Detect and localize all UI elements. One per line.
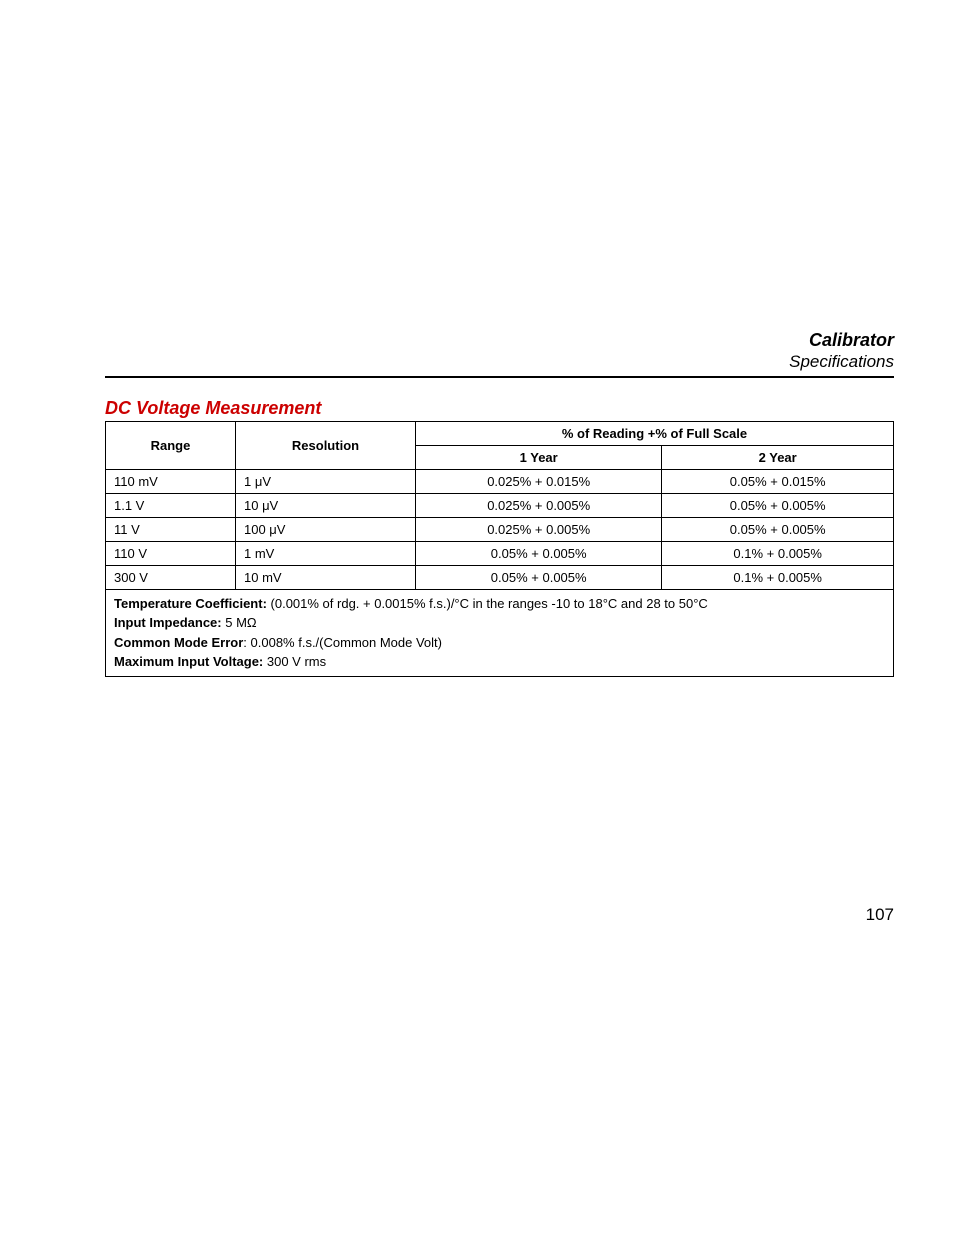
cell-range: 11 V [106, 517, 236, 541]
cell-year2: 0.05% + 0.015% [662, 469, 894, 493]
table-head: Range Resolution % of Reading +% of Full… [106, 421, 894, 469]
table-row: 110 mV 1 μV 0.025% + 0.015% 0.05% + 0.01… [106, 469, 894, 493]
cell-year2: 0.05% + 0.005% [662, 493, 894, 517]
table-header-row-1: Range Resolution % of Reading +% of Full… [106, 421, 894, 445]
section-heading: DC Voltage Measurement [105, 398, 894, 419]
cell-year1: 0.025% + 0.005% [416, 517, 662, 541]
cell-year2: 0.05% + 0.005% [662, 517, 894, 541]
note-value: (0.001% of rdg. + 0.0015% f.s.)/°C in th… [267, 596, 708, 611]
content-area: Calibrator Specifications DC Voltage Mea… [105, 330, 894, 677]
col-range-header: Range [106, 421, 236, 469]
note-line: Input Impedance: 5 MΩ [114, 613, 885, 633]
note-value: : 0.008% f.s./(Common Mode Volt) [243, 635, 442, 650]
table-row: 110 V 1 mV 0.05% + 0.005% 0.1% + 0.005% [106, 541, 894, 565]
note-line: Common Mode Error: 0.008% f.s./(Common M… [114, 633, 885, 653]
table-row: 1.1 V 10 μV 0.025% + 0.005% 0.05% + 0.00… [106, 493, 894, 517]
note-label: Temperature Coefficient: [114, 596, 267, 611]
col-year2-header: 2 Year [662, 445, 894, 469]
cell-resolution: 1 μV [236, 469, 416, 493]
table-notes-row: Temperature Coefficient: (0.001% of rdg.… [106, 589, 894, 676]
table-row: 300 V 10 mV 0.05% + 0.005% 0.1% + 0.005% [106, 565, 894, 589]
note-label: Input Impedance: [114, 615, 222, 630]
cell-year1: 0.025% + 0.015% [416, 469, 662, 493]
cell-year2: 0.1% + 0.005% [662, 565, 894, 589]
doc-subtitle: Specifications [105, 352, 894, 372]
table-row: 11 V 100 μV 0.025% + 0.005% 0.05% + 0.00… [106, 517, 894, 541]
notes-cell: Temperature Coefficient: (0.001% of rdg.… [106, 589, 894, 676]
note-line: Temperature Coefficient: (0.001% of rdg.… [114, 594, 885, 614]
note-label: Common Mode Error [114, 635, 243, 650]
header-rule [105, 376, 894, 378]
cell-resolution: 10 mV [236, 565, 416, 589]
cell-resolution: 100 μV [236, 517, 416, 541]
spec-table: Range Resolution % of Reading +% of Full… [105, 421, 894, 677]
cell-year1: 0.025% + 0.005% [416, 493, 662, 517]
cell-year1: 0.05% + 0.005% [416, 565, 662, 589]
cell-range: 110 V [106, 541, 236, 565]
cell-year1: 0.05% + 0.005% [416, 541, 662, 565]
note-value: 300 V rms [263, 654, 326, 669]
note-label: Maximum Input Voltage: [114, 654, 263, 669]
col-accuracy-group-header: % of Reading +% of Full Scale [416, 421, 894, 445]
cell-resolution: 10 μV [236, 493, 416, 517]
note-value: 5 MΩ [222, 615, 257, 630]
col-year1-header: 1 Year [416, 445, 662, 469]
note-line: Maximum Input Voltage: 300 V rms [114, 652, 885, 672]
page: Calibrator Specifications DC Voltage Mea… [0, 0, 954, 1235]
cell-range: 1.1 V [106, 493, 236, 517]
cell-year2: 0.1% + 0.005% [662, 541, 894, 565]
table-body: 110 mV 1 μV 0.025% + 0.015% 0.05% + 0.01… [106, 469, 894, 676]
cell-range: 110 mV [106, 469, 236, 493]
col-resolution-header: Resolution [236, 421, 416, 469]
cell-resolution: 1 mV [236, 541, 416, 565]
page-number: 107 [866, 905, 894, 925]
doc-title: Calibrator [105, 330, 894, 352]
cell-range: 300 V [106, 565, 236, 589]
